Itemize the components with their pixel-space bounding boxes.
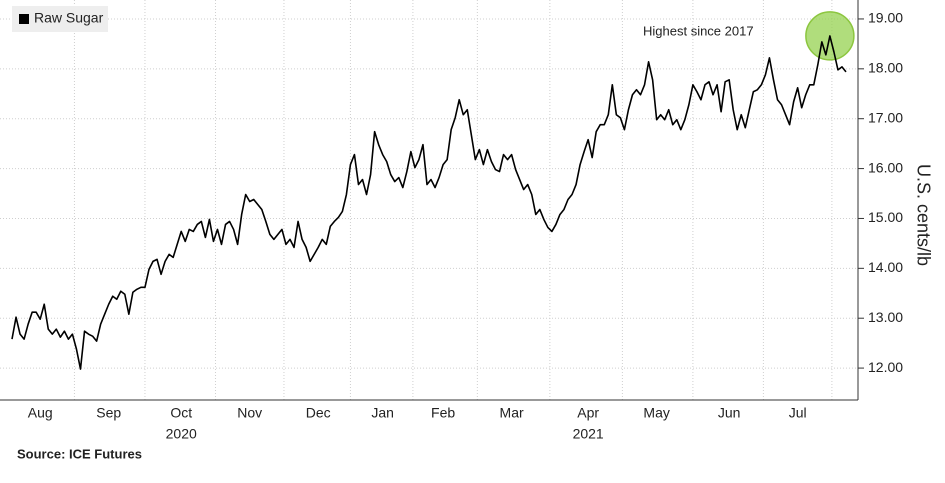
x-tick-label: Jan — [371, 405, 394, 421]
legend-label: Raw Sugar — [34, 10, 104, 26]
x-year-label: 2021 — [573, 426, 604, 442]
x-tick-label: May — [643, 405, 669, 421]
x-tick-label: Aug — [28, 405, 53, 421]
legend-swatch — [19, 14, 29, 24]
x-tick-label: Apr — [577, 405, 599, 421]
y-tick-label: 13.00 — [868, 309, 903, 325]
y-tick-label: 19.00 — [868, 10, 903, 26]
y-tick-label: 15.00 — [868, 209, 903, 225]
x-tick-label: Dec — [306, 405, 331, 421]
x-tick-label: Feb — [431, 405, 455, 421]
x-tick-label: Jun — [718, 405, 741, 421]
source: Source: ICE Futures — [17, 446, 142, 461]
x-tick-label: Sep — [96, 405, 121, 421]
y-tick-label: 17.00 — [868, 109, 903, 125]
x-year-label: 2020 — [166, 426, 197, 442]
annotation: Highest since 2017 — [643, 23, 754, 38]
y-tick-label: 18.00 — [868, 60, 903, 76]
x-tick-label: Mar — [500, 405, 524, 421]
x-tick-label: Jul — [789, 405, 807, 421]
y-tick-label: 16.00 — [868, 159, 903, 175]
y-tick-label: 12.00 — [868, 359, 903, 375]
plot — [11, 11, 855, 370]
line-series — [11, 35, 847, 370]
grid — [0, 0, 858, 400]
y-axis-label: U.S. cents/lb — [913, 164, 933, 266]
x-tick-label: Oct — [170, 405, 192, 421]
y-tick-label: 14.00 — [868, 259, 903, 275]
x-tick-label: Nov — [237, 405, 262, 421]
